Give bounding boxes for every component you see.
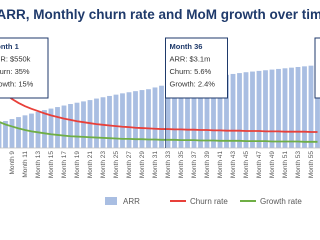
bar (113, 94, 119, 148)
bar (243, 72, 249, 148)
callout-text: ARR: $550k (0, 55, 31, 64)
bar (230, 73, 236, 148)
x-tick-label: Month 39 (204, 151, 211, 178)
x-tick-label: Month 37 (191, 151, 198, 178)
callout-text: Growth: 2.4% (170, 80, 216, 89)
bar (139, 90, 145, 148)
bar (48, 108, 54, 148)
bar (152, 87, 158, 148)
bar (133, 91, 138, 148)
x-tick-label: Month 35 (178, 151, 185, 178)
bar (35, 111, 41, 148)
x-tick-label: Month 23 (100, 151, 107, 178)
bar (217, 75, 223, 148)
bar (61, 105, 67, 148)
x-tick-label: Month 41 (217, 151, 224, 178)
callout-text: Growth: 15% (0, 80, 34, 89)
callout (0, 37, 49, 99)
bar (289, 67, 294, 148)
bar (68, 104, 73, 148)
bar (74, 102, 80, 148)
x-tick-label: Month 19 (74, 151, 81, 178)
line (0, 121, 318, 143)
x-tick-label: Month 13 (35, 151, 42, 178)
bar (276, 68, 281, 148)
bar (211, 76, 216, 148)
bar (0, 122, 2, 148)
x-tick-label: Month 21 (87, 151, 94, 178)
bar (22, 115, 28, 148)
bar (282, 68, 288, 148)
bar (250, 71, 255, 148)
x-tick-label: Month 25 (113, 151, 120, 178)
x-tick-label: Month 53 (295, 151, 302, 178)
bar (237, 73, 242, 148)
callout (165, 37, 228, 99)
bar (16, 117, 21, 148)
bar (120, 93, 125, 148)
x-tick-label: Month 47 (256, 151, 263, 178)
x-tick-label: Month 45 (243, 151, 250, 178)
chart-title: ARR, Monthly churn rate and MoM growth o… (0, 7, 320, 22)
x-tick-label: Month 31 (152, 151, 159, 178)
bar (107, 95, 112, 148)
callout-text: Month 36 (170, 42, 203, 51)
callout-text: Churn: 35% (0, 67, 30, 76)
bar (9, 119, 15, 148)
x-tick-label: Month 49 (269, 151, 276, 178)
line (0, 88, 318, 133)
bar (308, 65, 314, 148)
bar (146, 89, 151, 148)
bar (55, 107, 60, 148)
bar (302, 66, 307, 148)
x-tick-label: Month 55 (308, 151, 315, 178)
x-tick-label: Month 33 (165, 151, 172, 178)
x-tick-label: Month 9 (9, 151, 16, 175)
bar (172, 82, 177, 148)
legend-swatch (105, 197, 117, 205)
bar (256, 70, 262, 148)
x-tick-label: Month 27 (126, 151, 133, 178)
bar (159, 85, 164, 148)
cut-callout (314, 37, 320, 99)
legend-label: Churn rate (190, 197, 228, 206)
bar (224, 74, 229, 148)
chart: ARR, Monthly churn rate and MoM growth o… (0, 7, 320, 206)
bar (3, 120, 8, 148)
x-tick-label: Month 43 (230, 151, 237, 178)
bar (165, 84, 171, 148)
bar (126, 92, 132, 148)
bar (204, 77, 210, 148)
bar (269, 69, 275, 148)
legend-label: ARR (123, 197, 140, 206)
bar (198, 78, 203, 148)
bar (191, 79, 197, 148)
callout-text: ARR: $3.1m (170, 55, 211, 64)
callout-text: Month 1 (0, 42, 19, 51)
x-tick-label: Month 11 (22, 151, 29, 178)
bar (178, 81, 184, 148)
bar (42, 110, 47, 148)
bar (263, 70, 268, 148)
bar (185, 80, 190, 148)
bar (81, 101, 86, 148)
x-tick-label: Month 51 (282, 151, 289, 178)
callout-text: Churn: 5.6% (170, 67, 212, 76)
legend-label: Growth rate (260, 197, 302, 206)
x-tick-label: Month 15 (48, 151, 55, 178)
bar (100, 97, 106, 148)
bar (315, 65, 320, 148)
x-tick-label: Month 17 (61, 151, 68, 178)
x-tick-label: Month 29 (139, 151, 146, 178)
bar (295, 66, 301, 148)
